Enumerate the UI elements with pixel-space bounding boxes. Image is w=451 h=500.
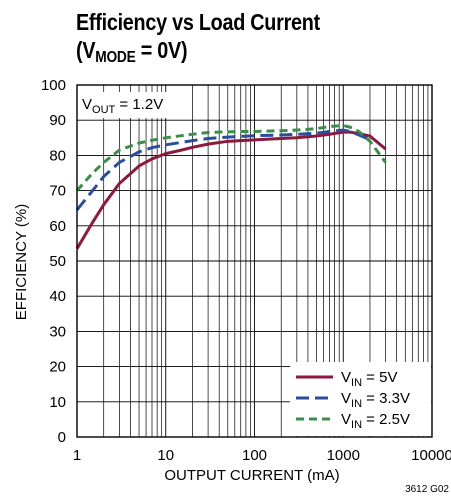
y-tick-label: 80 — [49, 147, 66, 164]
vout-annotation-bg — [80, 92, 180, 118]
legend-label: VIN = 2.5V — [341, 411, 410, 431]
vout-annotation-text: VOUT = 1.2V — [82, 96, 163, 116]
x-tick-labels: 1 10 100 1000 10000 — [73, 447, 451, 464]
y-tick-label: 10 — [49, 394, 66, 411]
y-tick-label: 30 — [49, 323, 66, 340]
x-tick-label: 10 — [157, 447, 174, 464]
y-axis-label: EFFICIENCY (%) — [13, 204, 30, 320]
x-tick-label: 1000 — [327, 447, 360, 464]
legend-label-suffix: = 5V — [362, 369, 397, 386]
y-tick-label: 50 — [49, 253, 66, 270]
series-line — [75, 128, 371, 211]
chart-title: Efficiency vs Load Current (VMODE = 0V) — [76, 8, 320, 66]
legend-label: VIN = 5V — [341, 369, 397, 389]
y-tick-label: 60 — [49, 218, 66, 235]
vout-subscript: OUT — [92, 104, 116, 116]
x-tick-label: 100 — [242, 447, 267, 464]
legend-label-subscript: IN — [351, 377, 362, 389]
y-tick-label: 90 — [49, 112, 66, 129]
title-suffix: = 0V) — [135, 37, 188, 63]
title-subscript: MODE — [95, 49, 136, 66]
legend-label-prefix: V — [341, 390, 351, 407]
legend-background — [290, 362, 431, 436]
figure-id: 3612 G02 — [405, 484, 449, 495]
legend-label-prefix: V — [341, 369, 351, 386]
chart-series — [75, 123, 387, 250]
x-axis-label: OUTPUT CURRENT (mA) — [164, 467, 339, 484]
vout-annotation: VOUT = 1.2V — [80, 92, 180, 118]
y-tick-label: 100 — [41, 77, 66, 94]
legend-label-subscript: IN — [351, 398, 362, 410]
series-line — [75, 123, 387, 192]
legend-label-suffix: = 3.3V — [362, 390, 410, 407]
chart-title-line1: Efficiency vs Load Current — [76, 9, 320, 35]
x-tick-label: 10000 — [411, 447, 451, 464]
chart-title-line2: (VMODE = 0V) — [76, 36, 320, 66]
plot-frame — [76, 84, 433, 438]
vout-suffix: = 1.2V — [115, 96, 163, 113]
legend-label: VIN = 3.3V — [341, 390, 410, 410]
y-tick-label: 40 — [49, 288, 66, 305]
title-prefix: (V — [76, 37, 96, 63]
vout-prefix: V — [82, 96, 92, 113]
y-tick-label: 20 — [49, 359, 66, 376]
legend-label-prefix: V — [341, 411, 351, 428]
legend-label-suffix: = 2.5V — [362, 411, 410, 428]
legend-label-subscript: IN — [351, 419, 362, 431]
x-tick-label: 1 — [73, 447, 81, 464]
y-tick-label: 0 — [58, 429, 66, 446]
y-tick-label: 70 — [49, 183, 66, 200]
y-tick-labels: 0 10 20 30 40 50 60 70 80 90 100 — [41, 77, 66, 446]
chart-grid — [76, 84, 432, 438]
